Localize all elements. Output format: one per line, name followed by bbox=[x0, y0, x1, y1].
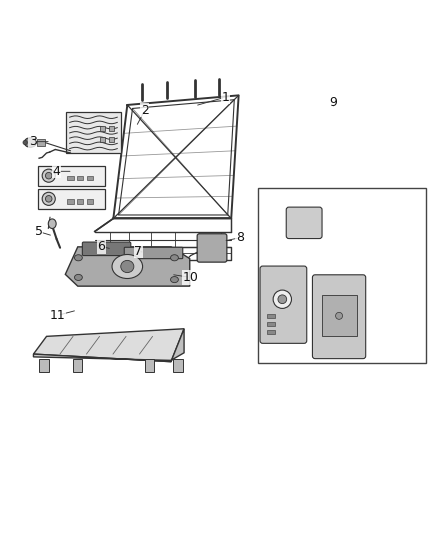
Text: 10: 10 bbox=[183, 271, 198, 284]
Text: 6: 6 bbox=[97, 240, 105, 253]
Bar bbox=[109, 137, 114, 142]
FancyBboxPatch shape bbox=[286, 207, 322, 239]
Ellipse shape bbox=[170, 277, 178, 282]
Ellipse shape bbox=[23, 140, 27, 144]
Text: 9: 9 bbox=[329, 96, 337, 109]
Text: 11: 11 bbox=[49, 309, 65, 322]
Ellipse shape bbox=[46, 172, 52, 179]
Text: 2: 2 bbox=[141, 104, 149, 117]
Polygon shape bbox=[171, 329, 184, 362]
Ellipse shape bbox=[74, 274, 82, 280]
Ellipse shape bbox=[336, 312, 343, 319]
Text: 3: 3 bbox=[28, 135, 36, 148]
Ellipse shape bbox=[42, 169, 55, 182]
Bar bbox=[73, 359, 82, 372]
Bar bbox=[145, 359, 154, 372]
Bar bbox=[267, 322, 275, 326]
FancyBboxPatch shape bbox=[312, 275, 366, 359]
FancyBboxPatch shape bbox=[82, 242, 131, 256]
Text: 7: 7 bbox=[134, 245, 142, 258]
Bar bbox=[67, 176, 74, 181]
Bar bbox=[77, 199, 83, 204]
Text: 5: 5 bbox=[35, 225, 42, 238]
FancyBboxPatch shape bbox=[124, 247, 183, 259]
Polygon shape bbox=[65, 247, 190, 286]
FancyBboxPatch shape bbox=[260, 266, 307, 343]
Ellipse shape bbox=[112, 254, 143, 279]
Polygon shape bbox=[33, 354, 171, 362]
Bar bbox=[87, 199, 93, 204]
Ellipse shape bbox=[273, 290, 291, 309]
Bar bbox=[87, 176, 93, 181]
Bar bbox=[38, 189, 106, 209]
Ellipse shape bbox=[24, 138, 36, 147]
Bar bbox=[173, 359, 183, 372]
Bar bbox=[77, 176, 83, 181]
Bar bbox=[66, 111, 121, 153]
Bar bbox=[267, 314, 275, 318]
Bar bbox=[321, 295, 357, 336]
Ellipse shape bbox=[42, 192, 55, 205]
Polygon shape bbox=[33, 329, 184, 362]
Ellipse shape bbox=[46, 196, 52, 202]
Ellipse shape bbox=[48, 219, 56, 229]
Bar bbox=[100, 137, 106, 142]
FancyBboxPatch shape bbox=[197, 234, 227, 262]
Ellipse shape bbox=[278, 295, 287, 304]
Bar bbox=[100, 126, 106, 131]
Bar bbox=[267, 330, 275, 334]
Bar bbox=[39, 359, 49, 372]
Ellipse shape bbox=[74, 255, 82, 261]
Bar bbox=[258, 188, 426, 362]
Bar bbox=[67, 199, 74, 204]
Ellipse shape bbox=[121, 261, 134, 272]
Text: 8: 8 bbox=[236, 231, 244, 244]
Text: 1: 1 bbox=[222, 91, 230, 103]
Text: 4: 4 bbox=[52, 165, 60, 178]
Bar bbox=[38, 166, 106, 185]
Bar bbox=[109, 126, 114, 131]
Bar bbox=[37, 140, 45, 146]
Ellipse shape bbox=[170, 255, 178, 261]
